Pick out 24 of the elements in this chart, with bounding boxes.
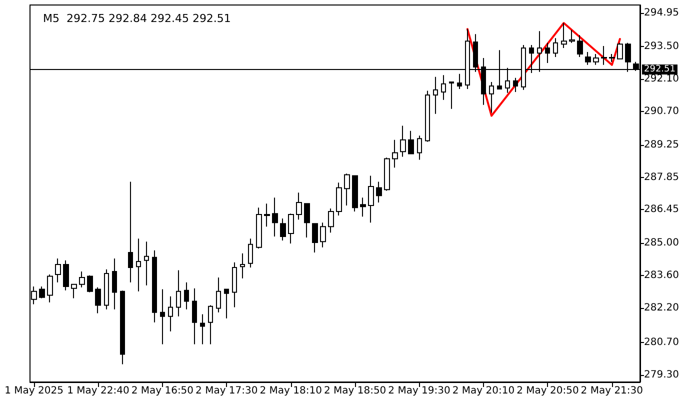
x-tick-label: 2 May 20:50 xyxy=(516,386,579,396)
y-tick-label: 287.85 xyxy=(644,172,679,183)
y-tick-label: 279.30 xyxy=(644,370,679,381)
y-tick-label: 293.50 xyxy=(644,41,679,52)
y-tick-label: 286.45 xyxy=(644,204,679,216)
y-tick-label: 292.10 xyxy=(644,74,679,85)
y-tick-label: 289.25 xyxy=(644,139,679,150)
ref-line-label: 292.51 xyxy=(644,64,676,75)
x-tick-label: 2 May 19:30 xyxy=(388,386,450,396)
x-tick-label: 1 May 2025 xyxy=(4,386,64,396)
x-tick-label: 2 May 18:10 xyxy=(260,386,322,396)
y-tick-label: 294.95 xyxy=(644,8,679,19)
y-tick-label: 282.20 xyxy=(644,302,679,314)
x-tick-label: 2 May 20:10 xyxy=(452,386,515,396)
x-tick-label: 1 May 22:40 xyxy=(67,386,130,396)
x-tick-label: 2 May 21:30 xyxy=(580,386,644,396)
x-tick-label: 2 May 17:30 xyxy=(196,386,258,396)
y-tick-label: 285.00 xyxy=(644,238,679,249)
x-tick-label: 2 May 16:50 xyxy=(131,386,194,396)
y-tick-label: 290.70 xyxy=(644,106,679,117)
y-tick-label: 280.70 xyxy=(644,337,679,348)
y-tick-label: 283.60 xyxy=(644,270,679,282)
text: M5 292.75 292.84 292.45 292.51 xyxy=(43,12,231,25)
x-tick-label: 2 May 18:50 xyxy=(324,386,386,396)
